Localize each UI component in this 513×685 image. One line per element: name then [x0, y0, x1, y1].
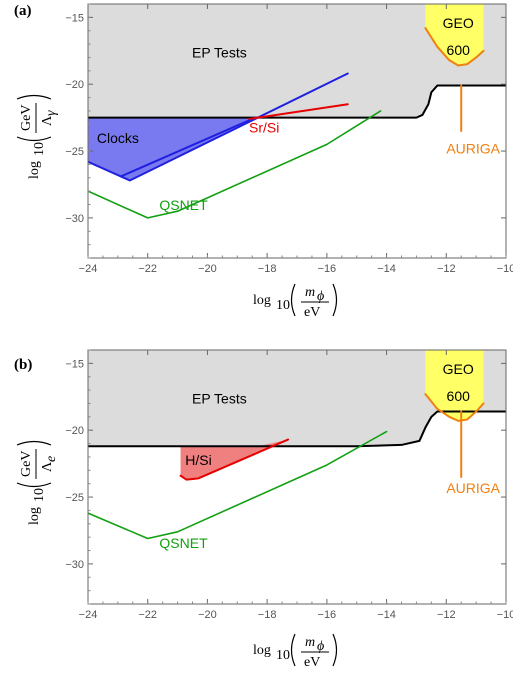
x-tick-label: −24: [79, 263, 98, 275]
x-tick-label: −10: [497, 263, 513, 275]
series-ep-tests: [88, 84, 506, 119]
x-tick-label: −22: [138, 609, 157, 621]
y-tick-label: −30: [65, 559, 84, 571]
region-clocks: [88, 117, 256, 181]
series-sr-si: [248, 103, 349, 120]
y-axis-title-den-sub: e: [44, 456, 59, 462]
region-h-si: [180, 439, 289, 480]
x-axis-title-num: m: [305, 635, 315, 650]
y-axis-title: log 10 GeV Λe: [16, 440, 59, 525]
x-axis-title-sub: 10: [276, 648, 290, 663]
series-qsnet: [88, 430, 388, 540]
x-axis-title-den: eV: [304, 655, 320, 670]
x-tick-label: −18: [258, 609, 277, 621]
panel-label: (a): [14, 3, 32, 19]
series-geo-600: [424, 27, 485, 67]
x-tick-label: −14: [377, 263, 396, 275]
x-tick-label: −14: [377, 609, 396, 621]
series-qsnet: [88, 110, 382, 219]
y-axis-title-num: GeV: [19, 105, 34, 131]
y-axis-title-paren-left: [16, 482, 52, 488]
y-axis-title: log 10 GeV Λγ: [16, 94, 59, 179]
series-h-si: [179, 438, 290, 481]
y-axis-title-paren-right: [16, 94, 52, 100]
x-axis-title-paren-left: [290, 283, 296, 317]
y-tick-label: −25: [65, 146, 84, 158]
annotation-600: 600: [447, 42, 471, 58]
annotation-qsnet: QSNET: [159, 535, 208, 551]
y-tick-label: −15: [65, 358, 84, 370]
y-tick-label: −15: [65, 12, 84, 24]
y-axis-title-log: log: [27, 507, 42, 525]
x-tick-label: −24: [79, 609, 98, 621]
panel-a: −24 −22 −20 −18 −16 −14 −12 −10 −30 −25 −20 −15 EP T…: [14, 3, 513, 320]
x-axis-title-paren-left: [290, 633, 296, 667]
x-tick-label: −16: [318, 609, 337, 621]
y-axis-title-paren-left: [16, 136, 52, 142]
y-axis-title-den-sub: γ: [44, 110, 59, 116]
x-tick-label: −16: [318, 263, 337, 275]
x-axis-title-num: m: [305, 285, 315, 300]
x-tick-label: −10: [497, 609, 513, 621]
x-tick-label: −18: [258, 263, 277, 275]
y-axis-title-num: GeV: [19, 451, 34, 477]
x-axis-title-log: log: [253, 643, 271, 658]
annotation-h-si: H/Si: [185, 452, 211, 468]
y-axis-title-paren-right: [16, 440, 52, 446]
series-clocks: [88, 72, 349, 182]
annotation-geo: GEO: [443, 361, 474, 377]
y-tick-label: −30: [65, 213, 84, 225]
y-axis-title-den: Λ: [40, 461, 55, 472]
region-geo-600: [425, 350, 484, 421]
region-ep-tests: [88, 4, 506, 118]
y-tick-label: −20: [65, 425, 84, 437]
series-geo-600: [424, 393, 485, 422]
x-axis-title-paren-right: [332, 633, 338, 667]
annotation-clocks: Clocks: [97, 130, 139, 146]
y-axis-title-log: log: [27, 161, 42, 179]
x-axis-title-num-sub: ϕ: [317, 289, 324, 304]
panel-label: (b): [14, 357, 32, 373]
x-tick-label: −12: [437, 263, 456, 275]
series-clocks-edge: [119, 116, 257, 178]
x-axis-title: log 10 m ϕeV: [253, 633, 338, 670]
y-axis-title-sub: 10: [32, 488, 47, 502]
series-ep-tests: [88, 410, 506, 448]
region-ep-tests: [88, 350, 506, 447]
x-tick-label: −20: [198, 263, 217, 275]
x-tick-label: −12: [437, 609, 456, 621]
y-tick-label: −25: [65, 492, 84, 504]
region-geo-600: [425, 4, 484, 66]
plot-content: [88, 4, 506, 219]
plot-content: [88, 350, 506, 540]
x-axis-title-num-sub: ϕ: [317, 639, 324, 654]
x-axis-title: log 10 m ϕeV: [253, 283, 338, 320]
y-tick-label: −20: [65, 79, 84, 91]
x-axis-title-sub: 10: [276, 298, 290, 313]
x-tick-label: −20: [198, 609, 217, 621]
annotation-ep-tests: EP Tests: [192, 390, 247, 406]
x-axis-title-paren-right: [332, 283, 338, 317]
annotation-600: 600: [447, 388, 471, 404]
x-axis-title-den: eV: [304, 305, 320, 320]
annotation-auriga: AURIGA: [446, 141, 500, 157]
y-axis-title-sub: 10: [32, 142, 47, 156]
annotation-qsnet: QSNET: [159, 197, 208, 213]
annotation-auriga: AURIGA: [446, 480, 500, 496]
annotation-ep-tests: EP Tests: [192, 44, 247, 60]
panel-b: −24 −22 −20 −18 −16 −14 −12 −10 −30 −25 −20 −15 EP T…: [14, 349, 513, 670]
annotation-sr-si: Sr/Si: [249, 119, 279, 135]
annotation-geo: GEO: [443, 15, 474, 31]
y-axis-title-den: Λ: [40, 115, 55, 126]
x-axis-title-log: log: [253, 293, 271, 308]
x-tick-label: −22: [138, 263, 157, 275]
